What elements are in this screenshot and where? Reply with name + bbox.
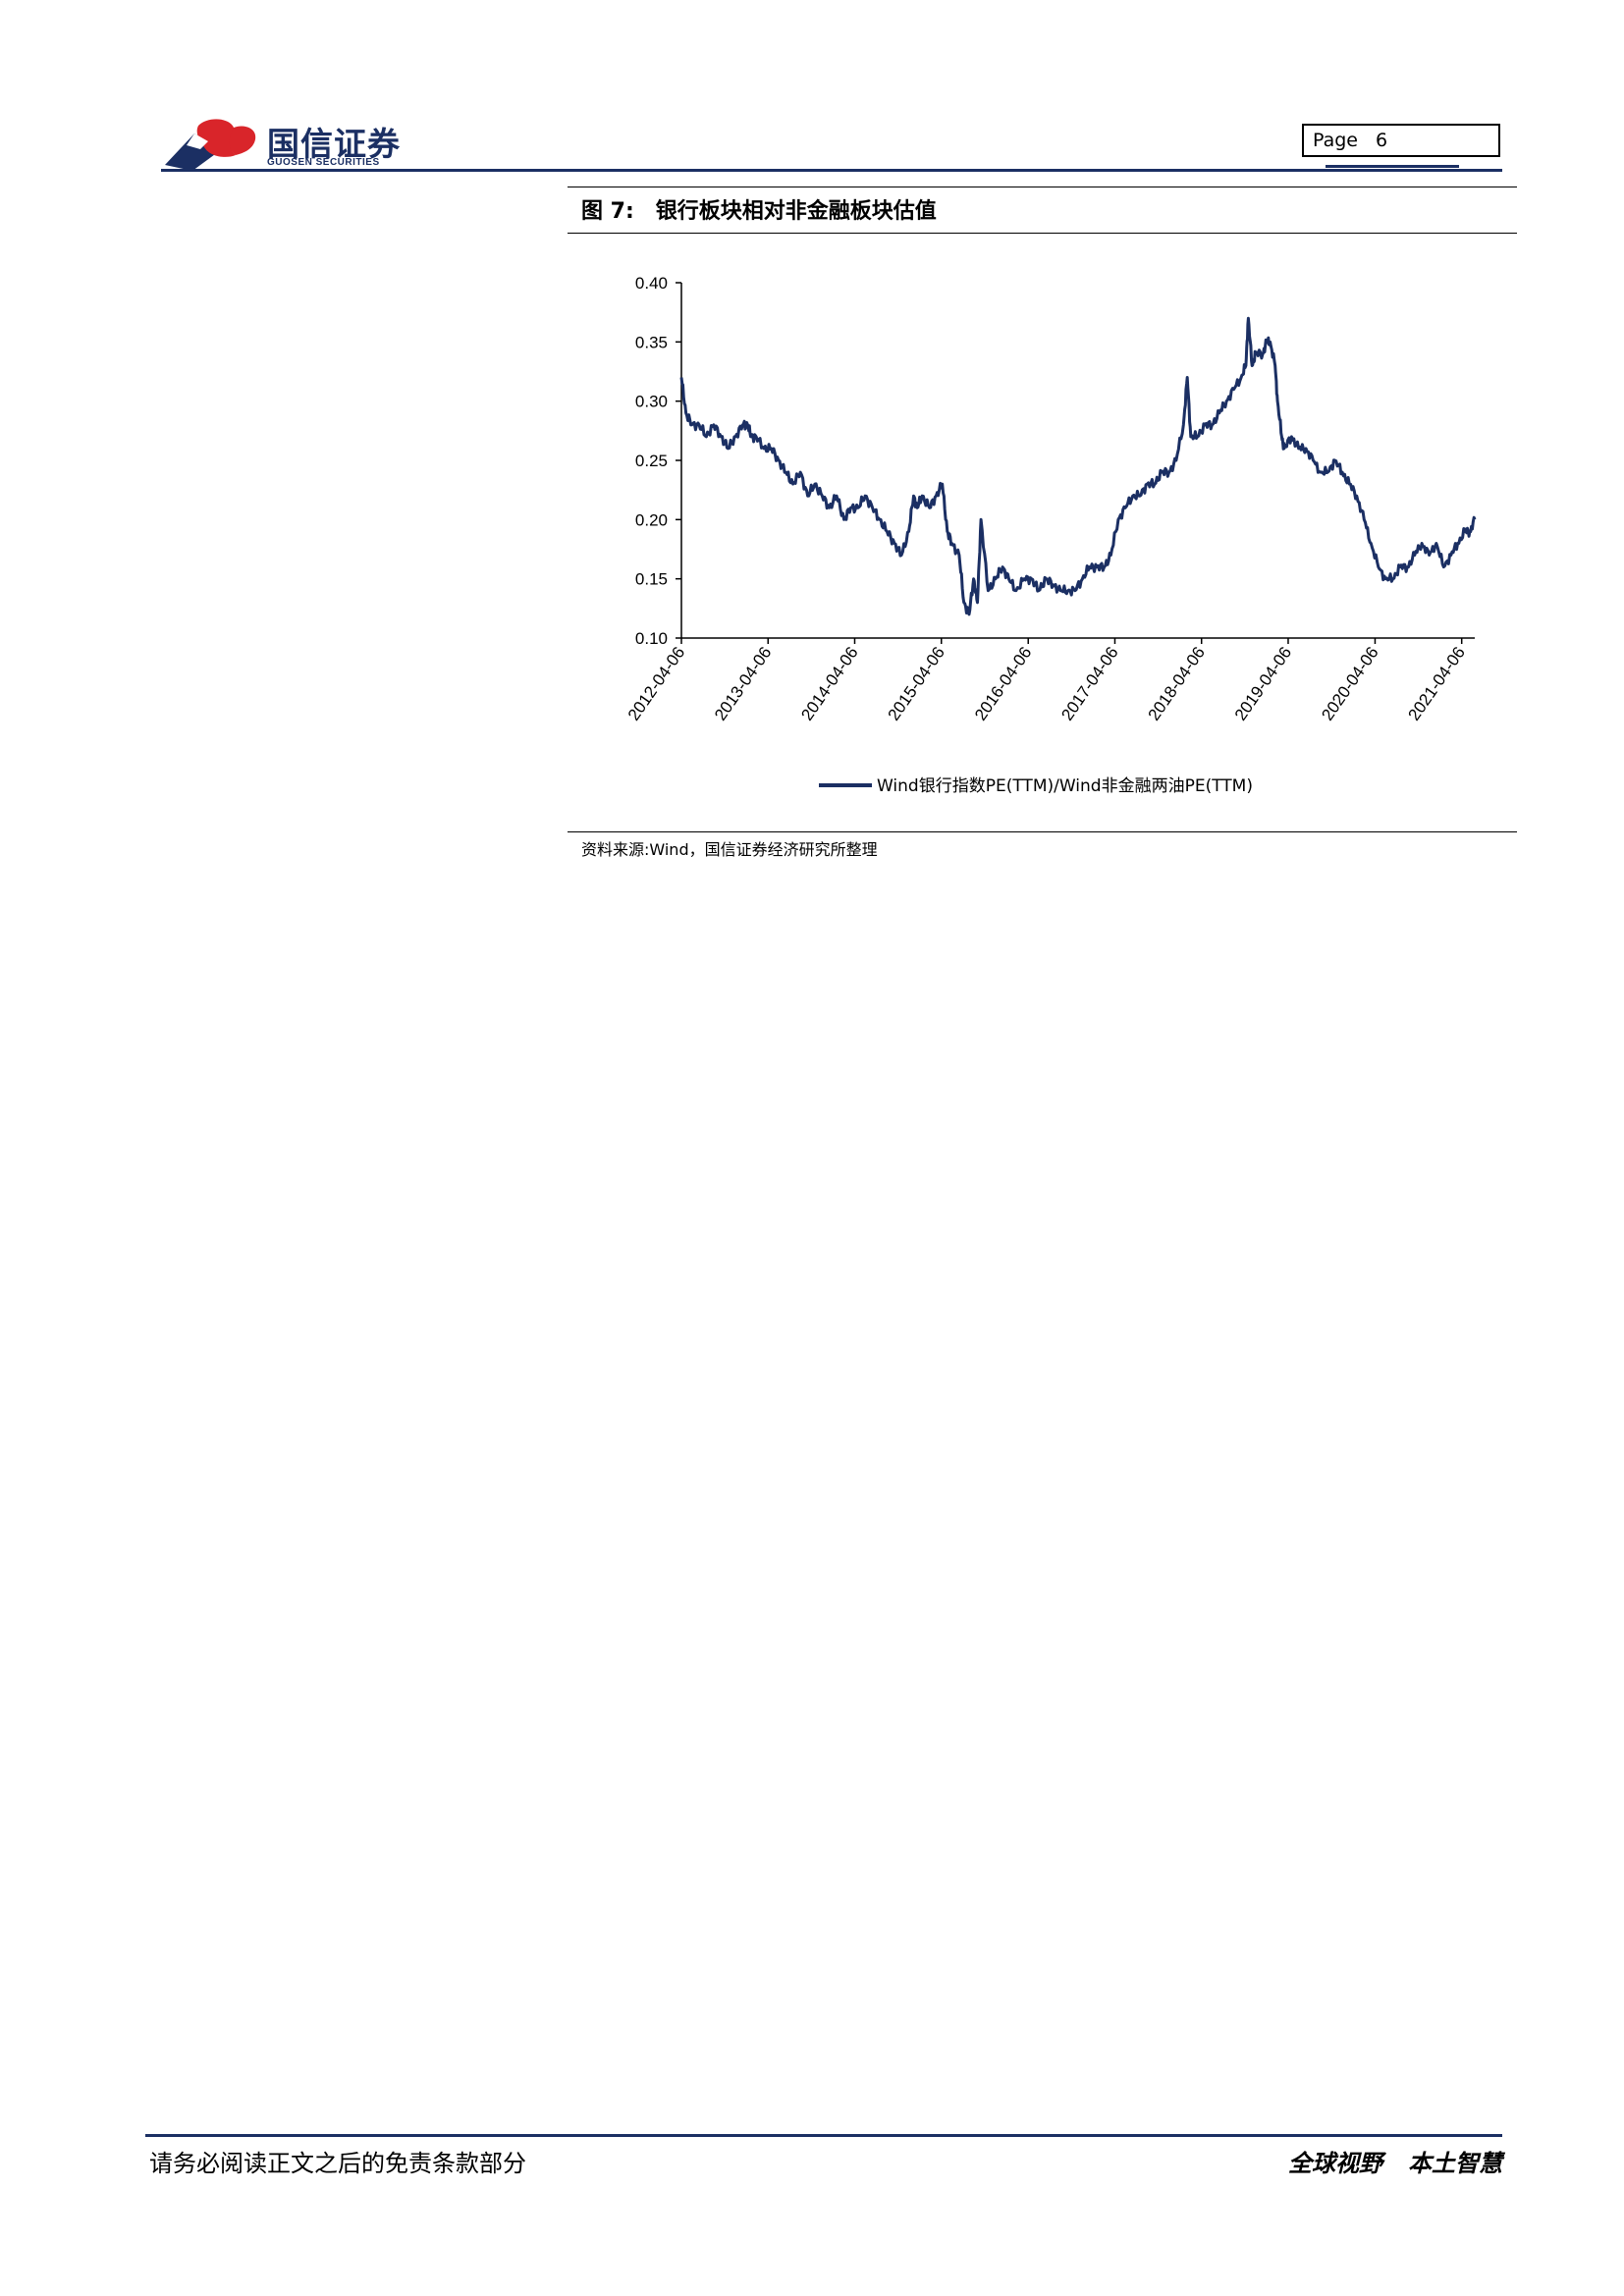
- series-group: [679, 316, 1477, 616]
- x-tick-label: 2019-04-06: [1231, 643, 1295, 723]
- y-tick-label: 0.40: [635, 274, 668, 293]
- header-rule: [161, 169, 1502, 172]
- legend: Wind银行指数PE(TTM)/Wind非金融两油PE(TTM): [819, 776, 1253, 796]
- company-logo: 国信证券 GUOSEN SECURITIES: [165, 116, 401, 171]
- x-tick-label: 2013-04-06: [711, 643, 775, 723]
- page-number-box: Page 6: [1302, 124, 1500, 157]
- page-number: 6: [1376, 130, 1388, 151]
- line-chart: 0.100.150.200.250.300.350.40 2012-04-06 2…: [624, 274, 1477, 796]
- x-tick-label: 2015-04-06: [885, 643, 948, 723]
- y-axis: 0.10 0.15 0.20 0.25 0.30 0.35 0.40: [635, 274, 682, 648]
- y-tick-label: 0.25: [635, 452, 668, 470]
- figure-title-rule: [568, 233, 1517, 234]
- page-tick-rule: [1326, 165, 1459, 168]
- page-label: Page: [1313, 130, 1358, 151]
- y-tick-label: 0.30: [635, 393, 668, 411]
- y-tick-label: 0.15: [635, 570, 668, 589]
- figure-title: 图 7: 银行板块相对非金融板块估值: [581, 193, 937, 225]
- y-tick-label: 0.10: [635, 629, 668, 648]
- x-tick-label: 2014-04-06: [797, 643, 861, 723]
- figure-label: 图 7:: [581, 199, 634, 224]
- footer-slogan-2: 本土智慧: [1408, 2149, 1502, 2177]
- figure-source: 资料来源:Wind，国信证券经济研究所整理: [581, 840, 878, 859]
- x-tick-label: 2018-04-06: [1145, 643, 1209, 723]
- series-line: [679, 316, 1477, 616]
- guosen-logo-icon: [165, 119, 256, 171]
- figure-title-text: 银行板块相对非金融板块估值: [655, 199, 937, 224]
- legend-label: Wind银行指数PE(TTM)/Wind非金融两油PE(TTM): [877, 776, 1253, 796]
- footer-slogan: 全球视野 本土智慧: [1288, 2144, 1502, 2178]
- logo-chinese-name: 国信证券: [267, 125, 401, 163]
- x-tick-label: 2012-04-06: [624, 643, 688, 723]
- footer-rule: [145, 2134, 1502, 2137]
- y-tick-label: 0.35: [635, 333, 668, 351]
- x-tick-label: 2016-04-06: [971, 643, 1035, 723]
- footer-slogan-1: 全球视野: [1288, 2149, 1382, 2177]
- x-axis: 2012-04-06 2013-04-06 2014-04-06 2015-04-06…: [624, 637, 1475, 724]
- figure-bottom-rule: [568, 831, 1517, 832]
- footer-disclaimer: 请务必阅读正文之后的免责条款部分: [149, 2150, 526, 2177]
- x-tick-label: 2017-04-06: [1057, 643, 1121, 723]
- x-tick-label: 2020-04-06: [1318, 643, 1381, 723]
- logo-english-name: GUOSEN SECURITIES: [267, 157, 380, 168]
- x-tick-label: 2021-04-06: [1405, 643, 1469, 723]
- y-tick-label: 0.20: [635, 510, 668, 529]
